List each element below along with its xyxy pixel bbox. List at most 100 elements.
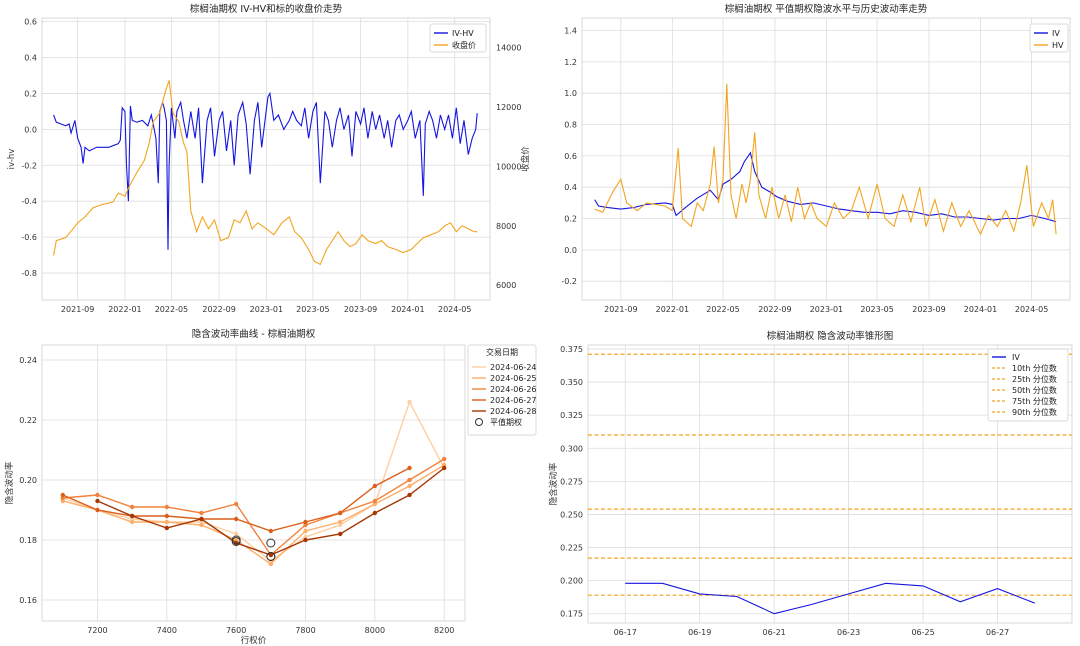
x-tick-label: 2023-09 bbox=[344, 305, 377, 314]
data-point bbox=[95, 507, 100, 513]
x-tick-label: 2024-01 bbox=[391, 305, 424, 314]
plot-frame bbox=[581, 17, 1071, 301]
y-tick-label: 0.300 bbox=[560, 444, 583, 453]
y-tick-label: 0.0 bbox=[564, 246, 577, 255]
data-point bbox=[129, 519, 135, 525]
y-tick-label: -0.2 bbox=[561, 277, 577, 286]
x-tick-label: 2024-01 bbox=[964, 305, 997, 314]
x-tick-label: 06-21 bbox=[763, 628, 786, 637]
x-tick-label: 2024-05 bbox=[438, 305, 471, 314]
x-tick-label: 7800 bbox=[295, 626, 315, 635]
data-point bbox=[372, 510, 378, 516]
x-tick-label: 06-25 bbox=[911, 628, 934, 637]
y-tick-label: -0.4 bbox=[21, 197, 37, 206]
data-point bbox=[95, 492, 100, 498]
y-tick-label: 0.200 bbox=[560, 577, 583, 586]
y-axis-label: iv-hv bbox=[7, 149, 17, 170]
x-tick-label: 2022-05 bbox=[706, 305, 739, 314]
y-tick-label: 1.0 bbox=[564, 89, 577, 98]
x-tick-label: 8200 bbox=[434, 626, 454, 635]
x-tick-label: 2022-09 bbox=[202, 305, 235, 314]
legend-label: 25th 分位数 bbox=[1012, 374, 1057, 384]
y-tick-label: 1.4 bbox=[564, 27, 577, 36]
plot-frame bbox=[587, 344, 1073, 624]
x-tick-label: 06-19 bbox=[688, 628, 711, 637]
data-point bbox=[407, 483, 412, 489]
data-point bbox=[164, 525, 170, 531]
x-tick-label: 2023-01 bbox=[810, 305, 843, 314]
y-tick-label: 0.275 bbox=[560, 477, 583, 486]
y2-tick-label: 10000 bbox=[496, 162, 521, 171]
y-axis-label: 隐含波动率 bbox=[548, 462, 559, 505]
data-point bbox=[233, 540, 239, 546]
data-point bbox=[164, 504, 170, 510]
y-tick-label: 0.325 bbox=[560, 411, 583, 420]
data-point bbox=[407, 465, 412, 471]
data-point bbox=[303, 537, 308, 543]
y-tick-label: 1.2 bbox=[564, 58, 577, 67]
atm-marker bbox=[266, 552, 276, 561]
y-tick-label: 0.20 bbox=[19, 476, 37, 485]
x-tick-label: 2023-05 bbox=[296, 305, 329, 314]
series-line-0 bbox=[53, 91, 478, 250]
y-tick-label: 0.4 bbox=[564, 183, 577, 192]
y-tick-label: 0.16 bbox=[19, 596, 37, 605]
y-tick-label: 0.350 bbox=[560, 378, 583, 387]
x-tick-label: 2024-05 bbox=[1015, 305, 1048, 314]
legend-label: 2024-06-26 bbox=[490, 385, 537, 394]
series-line-1 bbox=[594, 83, 1057, 236]
data-point bbox=[164, 513, 170, 519]
series-line-2 bbox=[62, 458, 445, 557]
legend-label: IV bbox=[1012, 353, 1020, 362]
legend-label: IV bbox=[1052, 29, 1060, 38]
data-point bbox=[233, 501, 239, 507]
data-point bbox=[129, 504, 135, 510]
x-tick-label: 2023-09 bbox=[912, 305, 945, 314]
legend-label: IV-HV bbox=[452, 29, 474, 38]
data-point bbox=[337, 531, 343, 537]
vol-smile-chart: 7200 7400 7600 7800 8000 8200 0.16 0.18 0.20 0.22… bbox=[4, 328, 537, 646]
data-point bbox=[199, 522, 204, 528]
y-tick-label: 0.0 bbox=[24, 125, 37, 134]
x-tick-label: 2023-01 bbox=[250, 305, 283, 314]
iv-cone-chart: 06-17 06-19 06-21 06-23 06-25 06-27 0.175 0.200… bbox=[548, 330, 1073, 637]
y-axis-label: 隐含波动率 bbox=[4, 461, 15, 504]
y-tick-label: 0.250 bbox=[560, 510, 583, 519]
data-point bbox=[60, 492, 66, 498]
data-point bbox=[303, 528, 308, 534]
data-point bbox=[441, 465, 447, 471]
y2-axis-label: 收盘价 bbox=[520, 146, 531, 172]
data-point bbox=[129, 513, 135, 519]
legend-label: 2024-06-25 bbox=[490, 374, 537, 383]
chart-title: 隐含波动率曲线 - 棕榈油期权 bbox=[192, 328, 316, 340]
legend-label: 收盘价 bbox=[452, 40, 476, 50]
data-point bbox=[337, 510, 343, 516]
data-point bbox=[268, 552, 274, 558]
data-point bbox=[268, 561, 274, 567]
data-point bbox=[199, 510, 204, 516]
data-point bbox=[233, 531, 239, 537]
data-point bbox=[337, 519, 343, 525]
y-tick-label: 0.22 bbox=[19, 416, 37, 425]
y-tick-label: 0.2 bbox=[564, 215, 577, 224]
legend-label: 75th 分位数 bbox=[1012, 396, 1057, 406]
data-point bbox=[199, 516, 204, 522]
series-line-4 bbox=[97, 467, 445, 556]
plot-frame bbox=[41, 17, 491, 301]
legend-title: 交易日期 bbox=[486, 347, 518, 357]
x-tick-label: 7600 bbox=[226, 626, 246, 635]
data-point bbox=[407, 492, 412, 498]
data-point bbox=[233, 516, 239, 522]
y-tick-label: -0.8 bbox=[21, 269, 37, 278]
x-tick-label: 06-23 bbox=[837, 628, 860, 637]
y-tick-label: 0.225 bbox=[560, 544, 583, 553]
x-tick-label: 2022-09 bbox=[758, 305, 791, 314]
x-tick-label: 2023-05 bbox=[860, 305, 893, 314]
y-tick-label: 0.6 bbox=[564, 152, 577, 161]
plot-frame bbox=[41, 344, 466, 622]
x-tick-label: 2021-09 bbox=[604, 305, 637, 314]
y-tick-label: 0.375 bbox=[560, 345, 583, 354]
series-line-0 bbox=[62, 400, 445, 562]
atm-marker bbox=[231, 537, 241, 546]
y-tick-label: 0.4 bbox=[24, 54, 37, 63]
